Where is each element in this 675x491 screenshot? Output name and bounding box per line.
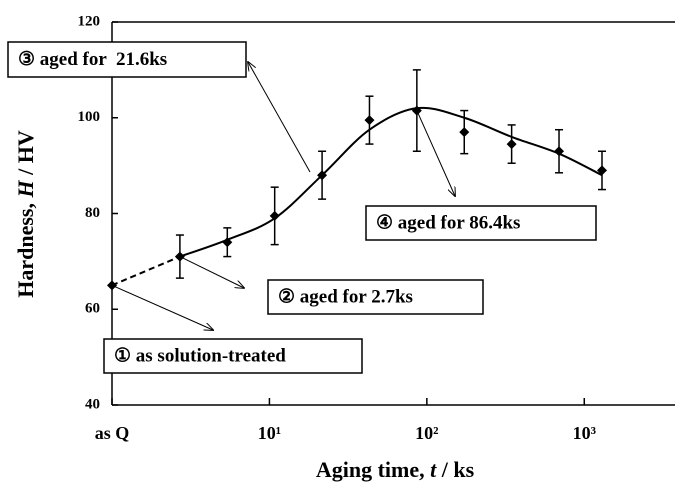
annotation-arrow (111, 284, 213, 330)
data-point (269, 210, 280, 221)
x-tick-label: 10² (415, 423, 438, 443)
data-point (596, 165, 607, 176)
annotation-text: ① as solution-treated (114, 345, 286, 366)
annotation-arrow (248, 62, 311, 173)
annotation-text: ③ aged for 21.6ks (18, 49, 167, 70)
y-tick-label: 120 (78, 13, 101, 29)
y-tick-label: 40 (85, 396, 100, 412)
data-point (459, 127, 470, 138)
annotation-text: ② aged for 2.7ks (278, 286, 413, 307)
y-tick-label: 80 (85, 205, 100, 221)
data-point (364, 115, 375, 126)
data-point (222, 237, 233, 248)
fit-line-dashed (111, 255, 181, 287)
x-tick-label: 10³ (573, 423, 597, 443)
y-tick-label: 60 (85, 301, 100, 317)
y-axis-label: Hardness, H / HV (13, 130, 38, 298)
fit-line (179, 106, 603, 258)
data-point (554, 146, 565, 157)
x-axis-label: Aging time, t / ks (316, 457, 475, 482)
annotation-text: ④ aged for 86.4ks (376, 212, 520, 233)
annotation-box (267, 279, 484, 315)
annotation-box (365, 205, 597, 241)
data-point (317, 170, 328, 181)
x-tick-label: as Q (95, 423, 130, 443)
annotation-arrow (416, 110, 455, 196)
y-tick-label: 100 (78, 109, 101, 125)
annotation-arrow (179, 256, 244, 288)
annotation-box (103, 338, 363, 374)
x-tick-label: 10¹ (258, 423, 281, 443)
annotation-box (7, 41, 247, 78)
data-point (506, 139, 517, 150)
